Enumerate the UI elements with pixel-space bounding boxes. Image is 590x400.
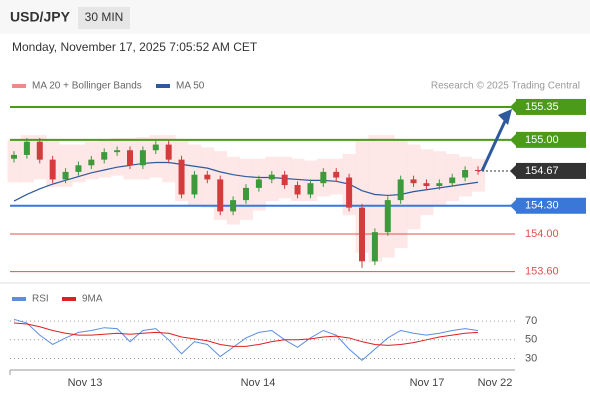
level-box-pointer [510, 199, 516, 212]
timeframe: 30 MIN [85, 10, 124, 24]
bollinger-band [368, 135, 382, 263]
candle-body [62, 171, 69, 180]
candle-body [475, 170, 481, 171]
timeframe-box [78, 7, 130, 29]
bollinger-band [110, 138, 125, 176]
candle-body [49, 159, 56, 180]
rsi-tick-label: 30 [525, 352, 537, 364]
level-box-pointer [510, 100, 516, 113]
level-box [516, 162, 586, 179]
legend-swatch [12, 84, 26, 88]
candle-body [384, 200, 391, 233]
rsi-tick-label: 70 [525, 315, 537, 327]
candle-body [333, 171, 340, 178]
level-label: 154.67 [525, 165, 559, 177]
candle-body [191, 174, 198, 195]
bollinger-band [355, 139, 369, 253]
candle-body [243, 187, 249, 201]
rsi-line [13, 318, 479, 361]
rsi-legend-swatch [62, 297, 76, 301]
candle-body [397, 179, 404, 201]
x-tick-label: Nov 14 [241, 377, 276, 389]
level-label: 155.00 [525, 134, 559, 146]
level-label: 154.30 [525, 200, 559, 212]
candle-body [204, 174, 211, 180]
rsi-ma-line [13, 322, 479, 347]
legend-label: MA 20 + Bollinger Bands [32, 81, 142, 92]
candle-body [152, 144, 159, 151]
candle-body [294, 185, 301, 195]
level-box [516, 197, 586, 214]
candle-body [101, 152, 108, 160]
level-box [516, 131, 586, 148]
candle-body [320, 171, 327, 184]
candle-body [114, 150, 121, 153]
x-tick-label: Nov 17 [410, 377, 445, 389]
credit: Research © 2025 Trading Central [431, 81, 580, 92]
candle-body [127, 150, 133, 166]
bollinger-band [149, 135, 163, 178]
level-label: 153.60 [525, 266, 559, 278]
candle-body [281, 174, 288, 186]
candle-body [139, 150, 146, 166]
level-box-pointer [510, 164, 516, 177]
candle-body [23, 141, 30, 155]
subtitle: Monday, November 17, 2025 7:05:52 AM CET [12, 40, 258, 54]
candle-body [268, 174, 275, 180]
candle-body [359, 207, 365, 262]
forecast-arrow [480, 118, 508, 172]
candle-body [178, 159, 185, 195]
candle-body [436, 183, 443, 186]
candle-body [449, 177, 456, 184]
legend-swatch [156, 84, 170, 88]
rsi-legend-label: RSI [32, 294, 49, 305]
candle-body [410, 179, 417, 184]
forecast-arrowhead [498, 108, 512, 125]
level-box-pointer [510, 133, 516, 146]
candle-body [230, 200, 237, 212]
candle-body [88, 159, 95, 166]
bollinger-band [432, 151, 447, 206]
candle-body [371, 232, 378, 262]
candle-body [36, 141, 43, 160]
bollinger-band [471, 158, 485, 192]
candle-body [346, 177, 353, 208]
rsi-tick-label: 50 [525, 334, 537, 346]
chart-title: USD/JPY [10, 9, 71, 25]
candle-body [165, 144, 172, 160]
candle-body [462, 170, 469, 178]
candle-body [11, 154, 17, 159]
candle-body [423, 183, 430, 186]
candle-body [255, 179, 262, 188]
rsi-legend-swatch [12, 297, 26, 301]
level-box [516, 98, 586, 115]
x-tick-label: Nov 22 [478, 377, 513, 389]
legend-label: MA 50 [176, 81, 205, 92]
level-label: 155.35 [525, 101, 559, 113]
x-tick-label: Nov 13 [68, 377, 103, 389]
candle-body [307, 183, 314, 195]
candle-body [217, 179, 224, 212]
level-label: 154.00 [525, 228, 559, 240]
candle-body [75, 165, 82, 172]
rsi-legend-label: 9MA [82, 294, 103, 305]
bollinger-band [407, 144, 421, 230]
bollinger-band [59, 144, 73, 187]
